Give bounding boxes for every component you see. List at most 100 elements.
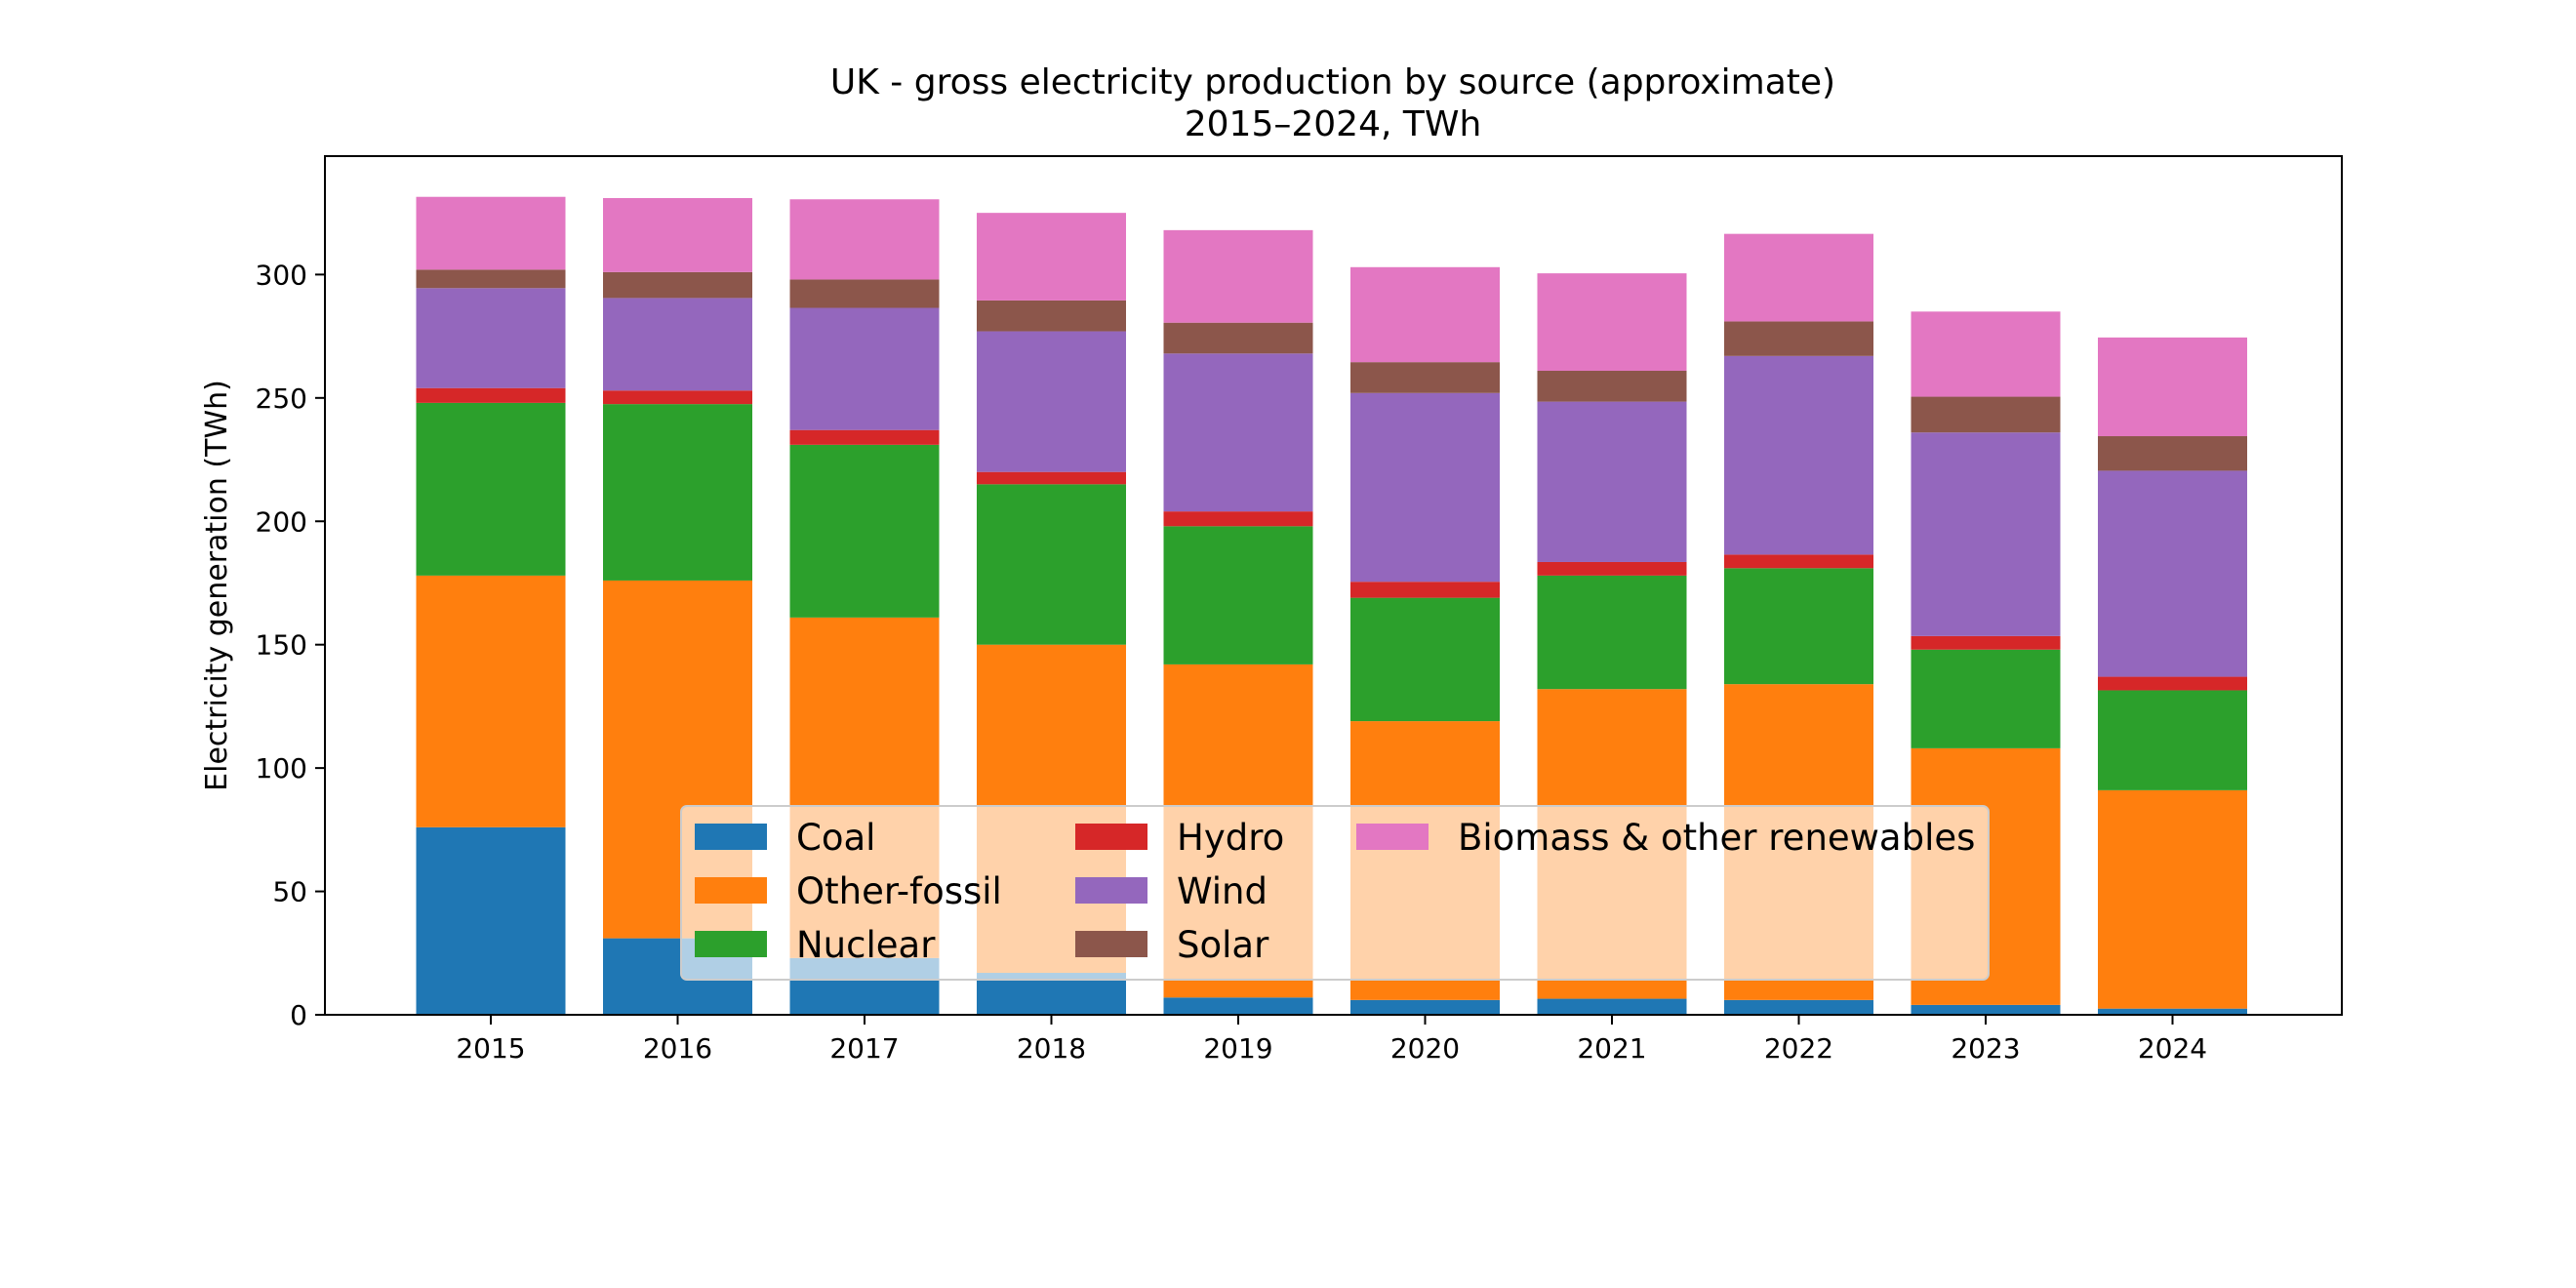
legend-label-hydro: Hydro	[1177, 817, 1284, 859]
bar-nuclear-2022	[1724, 568, 1873, 685]
legend: Coal Other-fossil Nuclear Hydro Wind Solar Bio…	[680, 805, 1990, 981]
chart-subtitle: 2015–2024, TWh	[1185, 104, 1482, 144]
legend-label-other-fossil: Other-fossil	[796, 870, 1002, 912]
bar-biomass-other-renewables-2021	[1537, 273, 1687, 371]
bar-wind-2024	[2098, 470, 2247, 677]
bar-other-fossil-2024	[2098, 789, 2247, 1009]
x-tick-label-2022: 2022	[1764, 1032, 1833, 1065]
legend-swatch-biomass-other-renewables	[1356, 824, 1429, 850]
bar-wind-2019	[1163, 353, 1313, 512]
bar-nuclear-2017	[789, 444, 940, 618]
bar-solar-2018	[977, 300, 1126, 332]
bar-biomass-other-renewables-2017	[789, 199, 940, 280]
plot-frame	[324, 155, 2343, 1016]
legend-label-wind: Wind	[1177, 870, 1268, 912]
bar-biomass-other-renewables-2019	[1163, 229, 1313, 323]
x-tick-label-2016: 2016	[643, 1032, 712, 1065]
bar-solar-2019	[1163, 322, 1313, 354]
x-tick-label-2024: 2024	[2138, 1032, 2207, 1065]
bar-hydro-2015	[416, 387, 566, 403]
bar-wind-2018	[977, 331, 1126, 472]
bar-solar-2016	[603, 271, 752, 299]
legend-swatch-solar	[1075, 931, 1147, 957]
legend-label-biomass-other-renewables: Biomass & other renewables	[1458, 817, 1975, 859]
legend-label-nuclear: Nuclear	[796, 924, 936, 966]
bar-coal-2021	[1537, 998, 1687, 1015]
y-axis: 0 50 100 150 200 250 300	[256, 259, 325, 1031]
bar-solar-2022	[1724, 321, 1873, 356]
bar-wind-2016	[603, 298, 752, 391]
bar-coal-2022	[1724, 999, 1873, 1015]
bar-hydro-2023	[1911, 635, 2061, 650]
bar-biomass-other-renewables-2024	[2098, 337, 2247, 437]
bar-biomass-other-renewables-2022	[1724, 233, 1873, 322]
legend-box	[680, 805, 1990, 981]
legend-label-solar: Solar	[1177, 924, 1269, 966]
legend-swatch-nuclear	[695, 931, 767, 957]
bar-hydro-2019	[1163, 511, 1313, 527]
bar-hydro-2016	[603, 390, 752, 405]
bar-nuclear-2015	[416, 402, 566, 576]
bar-solar-2024	[2098, 436, 2247, 471]
legend-swatch-wind	[1075, 877, 1147, 904]
bar-hydro-2022	[1724, 554, 1873, 569]
bar-nuclear-2021	[1537, 575, 1687, 690]
bars-layer	[416, 196, 2247, 1015]
bar-coal-2015	[416, 826, 566, 1015]
y-tick-label-50: 50	[272, 876, 307, 908]
x-tick-label-2015: 2015	[456, 1032, 525, 1065]
bar-coal-2023	[1911, 1004, 2061, 1015]
bar-solar-2023	[1911, 396, 2061, 433]
bar-nuclear-2023	[1911, 649, 2061, 748]
bar-nuclear-2020	[1350, 597, 1500, 722]
bar-solar-2020	[1350, 362, 1500, 393]
bar-hydro-2021	[1537, 561, 1687, 576]
bar-nuclear-2019	[1163, 526, 1313, 664]
legend-swatch-coal	[695, 824, 767, 850]
bar-wind-2021	[1537, 401, 1687, 562]
bar-coal-2024	[2098, 1008, 2247, 1015]
legend-swatch-hydro	[1075, 824, 1147, 850]
x-tick-label-2023: 2023	[1951, 1032, 2020, 1065]
y-tick-label-0: 0	[290, 999, 307, 1031]
bar-wind-2023	[1911, 432, 2061, 636]
bar-hydro-2020	[1350, 582, 1500, 598]
bar-hydro-2018	[977, 471, 1126, 485]
x-tick-label-2020: 2020	[1390, 1032, 1460, 1065]
bar-nuclear-2016	[603, 404, 752, 581]
y-tick-label-200: 200	[256, 505, 307, 538]
y-tick-label-100: 100	[256, 752, 307, 785]
y-tick-label-150: 150	[256, 629, 307, 662]
legend-swatch-other-fossil	[695, 877, 767, 904]
bar-coal-2019	[1163, 997, 1313, 1015]
bar-wind-2020	[1350, 392, 1500, 583]
bar-coal-2020	[1350, 999, 1500, 1015]
y-tick-label-300: 300	[256, 259, 307, 291]
bar-biomass-other-renewables-2015	[416, 196, 566, 270]
bar-biomass-other-renewables-2023	[1911, 311, 2061, 397]
x-tick-label-2019: 2019	[1203, 1032, 1272, 1065]
bar-hydro-2017	[789, 429, 940, 445]
bar-solar-2015	[416, 269, 566, 289]
bar-other-fossil-2015	[416, 575, 566, 827]
bar-hydro-2024	[2098, 676, 2247, 691]
y-axis-label: Electricity generation (TWh)	[200, 380, 234, 791]
x-tick-label-2018: 2018	[1017, 1032, 1086, 1065]
x-axis: 2015 2016 2017 2018 2019 2020 2021 2022 2023 2024	[456, 1015, 2207, 1065]
bar-solar-2017	[789, 279, 940, 308]
bar-wind-2022	[1724, 355, 1873, 555]
x-tick-label-2021: 2021	[1577, 1032, 1646, 1065]
bar-biomass-other-renewables-2016	[603, 197, 752, 272]
bar-biomass-other-renewables-2020	[1350, 266, 1500, 363]
x-tick-label-2017: 2017	[829, 1032, 899, 1065]
bar-wind-2017	[789, 307, 940, 430]
bar-solar-2021	[1537, 371, 1687, 402]
y-tick-label-250: 250	[256, 382, 307, 415]
bar-wind-2015	[416, 288, 566, 388]
bar-nuclear-2024	[2098, 690, 2247, 790]
bar-nuclear-2018	[977, 484, 1126, 645]
chart-title: UK - gross electricity production by sou…	[830, 62, 1835, 102]
legend-label-coal: Coal	[796, 817, 875, 859]
bar-biomass-other-renewables-2018	[977, 213, 1126, 301]
